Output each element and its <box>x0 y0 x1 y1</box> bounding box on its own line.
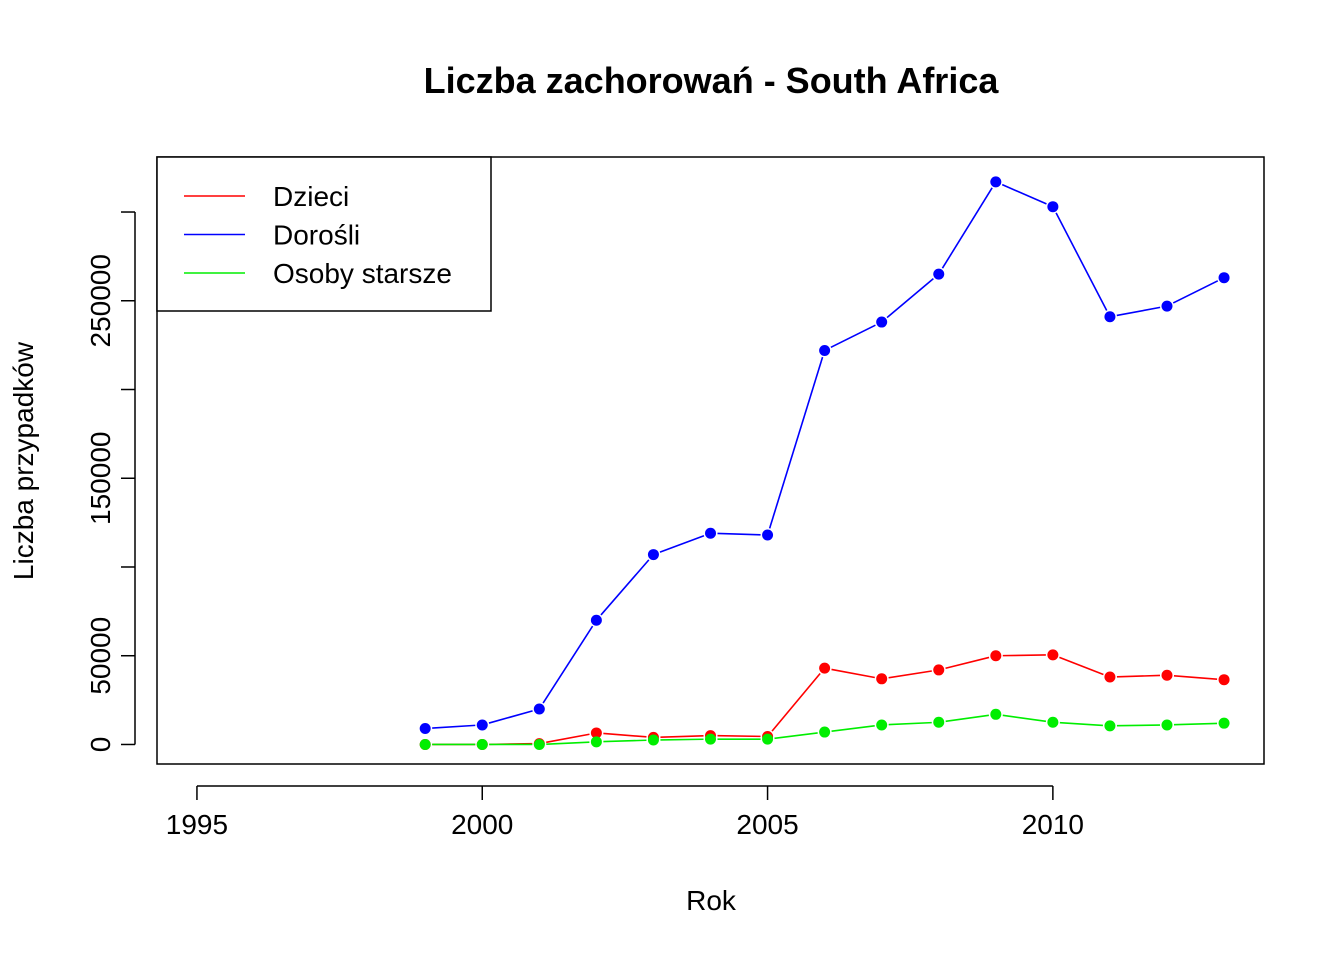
x-tick-label: 2010 <box>1022 809 1084 840</box>
series-line-segment <box>1055 212 1108 311</box>
series-line-segment <box>774 732 818 740</box>
series-line-segment <box>659 534 705 553</box>
data-point <box>990 708 1002 720</box>
data-point <box>933 716 945 728</box>
series-line-segment <box>546 733 590 744</box>
data-point <box>876 673 888 685</box>
series-2 <box>419 708 1230 750</box>
y-axis: 0 50000 150000 250000 <box>85 211 136 753</box>
data-point <box>1161 669 1173 681</box>
series-line-segment <box>660 735 704 738</box>
data-point <box>419 723 431 735</box>
series-line-segment <box>941 187 993 269</box>
data-point <box>590 614 602 626</box>
data-point <box>933 664 945 676</box>
data-point <box>1104 720 1116 732</box>
series-line-segment <box>945 656 990 670</box>
series-line-segment <box>660 738 704 741</box>
series-line-segment <box>542 625 594 704</box>
y-tick-label: 0 <box>85 737 116 753</box>
legend: Dzieci Dorośli Osoby starsze <box>156 156 492 312</box>
data-point <box>476 738 488 750</box>
series-line-segment <box>945 714 989 723</box>
data-point <box>1161 300 1173 312</box>
series-line-segment <box>1173 675 1218 680</box>
series-line-segment <box>603 732 647 738</box>
legend-label: Osoby starsze <box>273 258 452 289</box>
data-point <box>419 738 431 750</box>
series-line-segment <box>830 324 876 349</box>
data-point <box>533 703 545 715</box>
series-line-segment <box>546 741 590 745</box>
series-line-segment <box>1173 722 1218 726</box>
y-tick-label: 250000 <box>85 254 116 347</box>
series-line-segment <box>1116 724 1161 727</box>
series-line-segment <box>717 734 761 738</box>
data-point <box>819 344 831 356</box>
data-point <box>990 650 1002 662</box>
data-point <box>819 726 831 738</box>
data-point <box>590 727 602 739</box>
data-point <box>1047 716 1059 728</box>
series-line-segment <box>831 725 875 732</box>
data-point <box>476 719 488 731</box>
series-line-segment <box>1001 183 1047 205</box>
series-line-segment <box>1116 306 1161 317</box>
legend-label: Dzieci <box>273 181 349 212</box>
data-point <box>762 733 774 745</box>
legend-label: Dorośli <box>273 220 360 251</box>
data-point <box>1218 272 1230 284</box>
series-line-segment <box>600 559 650 616</box>
x-axis-label: Rok <box>686 885 737 916</box>
series-line-segment <box>886 278 934 319</box>
y-tick-label: 150000 <box>85 432 116 525</box>
data-point <box>647 549 659 561</box>
data-point <box>533 738 545 750</box>
data-point <box>590 736 602 748</box>
series-line-segment <box>603 739 647 743</box>
series-line-segment <box>1002 654 1046 657</box>
x-tick-label: 2005 <box>736 809 798 840</box>
series-line-segment <box>771 673 821 732</box>
series-line-segment <box>717 532 761 536</box>
data-point <box>876 316 888 328</box>
data-point <box>1047 649 1059 661</box>
data-point <box>1104 671 1116 683</box>
series-line-segment <box>1059 656 1104 676</box>
x-tick-label: 1995 <box>166 809 228 840</box>
series-line-segment <box>1116 674 1161 678</box>
data-point <box>990 176 1002 188</box>
series-line-segment <box>888 721 932 726</box>
series-line-segment <box>1172 280 1219 304</box>
x-axis: 1995 2000 2005 2010 <box>166 785 1084 840</box>
series-line-segment <box>888 670 932 679</box>
x-tick-label: 2000 <box>451 809 513 840</box>
series-line-segment <box>488 710 533 724</box>
series-line-segment <box>432 724 476 729</box>
y-tick-label: 50000 <box>85 617 116 695</box>
data-point <box>1104 311 1116 323</box>
series-line-segment <box>831 668 875 679</box>
data-point <box>647 734 659 746</box>
data-point <box>705 733 716 745</box>
data-point <box>1218 674 1230 686</box>
chart-title: Liczba zachorowań - South Africa <box>424 60 1000 101</box>
series-line-segment <box>1059 721 1103 727</box>
data-point <box>762 529 774 541</box>
data-point <box>705 527 716 539</box>
y-axis-label: Liczba przypadków <box>8 341 39 580</box>
data-point <box>1218 717 1230 729</box>
data-point <box>1047 201 1059 213</box>
data-point <box>876 719 888 731</box>
series-1 <box>419 176 1230 735</box>
plot-area-border <box>156 156 1265 765</box>
data-point <box>933 268 945 280</box>
series-line-segment <box>1002 714 1047 723</box>
data-point <box>819 662 831 674</box>
series-line-segment <box>768 356 824 529</box>
series-layer <box>419 176 1230 750</box>
data-point <box>1161 719 1173 731</box>
